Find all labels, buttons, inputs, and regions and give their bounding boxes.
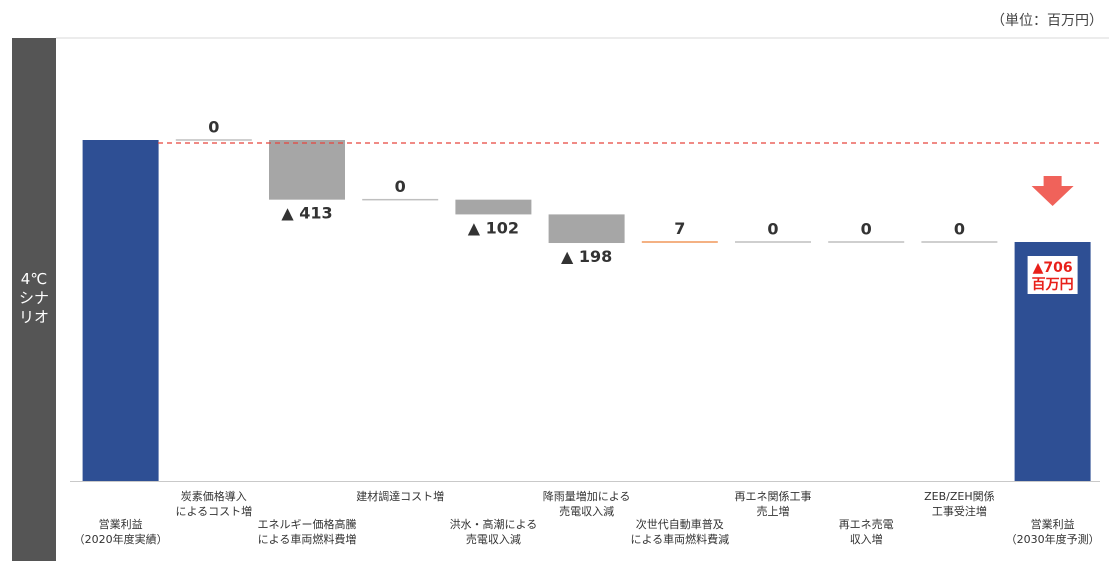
category-label-line: 炭素価格導入 — [181, 489, 247, 503]
value-label-6: 7 — [674, 219, 685, 238]
unit-label: （単位：百万円） — [991, 13, 1103, 29]
bar-total-0 — [82, 140, 159, 481]
bar-delta-5 — [548, 214, 625, 244]
category-label-3: 建材調達コスト増 — [356, 489, 444, 503]
bar-delta-9 — [921, 241, 998, 243]
bar-delta-3 — [362, 198, 439, 201]
value-label-5: ▲ 198 — [561, 247, 612, 266]
category-label-line: による車両燃料費減 — [630, 532, 729, 546]
category-label-line: 降雨量増加による — [543, 489, 631, 503]
category-label-line: 収入増 — [850, 533, 883, 546]
category-label-line: による車両燃料費増 — [258, 532, 357, 546]
category-label-1: 炭素価格導入によるコスト増 — [175, 489, 252, 518]
category-label-line: 再エネ関係工事 — [735, 490, 812, 503]
category-label-line: エネルギー価格高騰 — [258, 517, 357, 531]
value-label-3: 0 — [395, 177, 406, 196]
value-label-7: 0 — [767, 219, 778, 238]
category-label-line: ZEB/ZEH関係 — [924, 490, 995, 503]
bar-delta-2 — [269, 140, 345, 200]
value-label-8: 0 — [861, 219, 872, 238]
bar-delta-7 — [735, 241, 811, 243]
bar-delta-1 — [175, 139, 252, 141]
category-label-4: 洪水・高潮による売電収入減 — [450, 517, 538, 546]
category-label-line: 営業利益 — [1031, 517, 1075, 531]
bar-delta-8 — [828, 241, 905, 243]
bar-delta-6 — [641, 241, 718, 243]
bar-delta-4 — [455, 199, 532, 215]
category-label-line: 次世代自動車普及 — [636, 517, 724, 531]
result-change-label: ▲706 — [1033, 260, 1073, 276]
category-label-line: （2030年度予測） — [1006, 532, 1100, 546]
category-label-line: 再エネ売電 — [839, 518, 894, 531]
category-label-8: 再エネ売電収入増 — [839, 518, 894, 546]
category-label-line: 売電収入減 — [466, 532, 521, 546]
scenario-label: 4℃ シナ リオ — [18, 270, 49, 326]
category-label-line: によるコスト増 — [175, 505, 252, 518]
value-label-9: 0 — [954, 219, 965, 238]
category-label-0: 営業利益（2020年度実績） — [74, 517, 168, 546]
result-label-box — [1027, 256, 1078, 294]
result-unit-label: 百万円 — [1032, 277, 1074, 293]
category-label-7: 再エネ関係工事売上増 — [735, 490, 812, 518]
category-label-line: 洪水・高潮による — [450, 517, 538, 531]
category-label-6: 次世代自動車普及による車両燃料費減 — [630, 517, 729, 546]
category-label-line: 営業利益 — [99, 517, 143, 531]
category-label-line: 工事受注増 — [932, 504, 987, 518]
category-label-9: ZEB/ZEH関係工事受注増 — [924, 490, 995, 518]
category-label-10: 営業利益（2030年度予測） — [1006, 517, 1100, 546]
category-label-line: （2020年度実績） — [74, 532, 168, 546]
category-label-line: 建材調達コスト増 — [356, 489, 444, 503]
scenario-side-panel: 4℃ シナ リオ — [12, 38, 56, 561]
category-label-2: エネルギー価格高騰による車両燃料費増 — [258, 517, 357, 546]
category-label-line: 売上増 — [757, 505, 790, 518]
value-label-4: ▲ 102 — [468, 218, 519, 237]
value-label-2: ▲ 413 — [281, 204, 332, 223]
value-label-1: 0 — [208, 117, 219, 136]
down-arrow-icon — [1031, 176, 1074, 206]
category-label-5: 降雨量増加による売電収入減 — [543, 489, 631, 518]
category-label-line: 売電収入減 — [559, 504, 614, 518]
